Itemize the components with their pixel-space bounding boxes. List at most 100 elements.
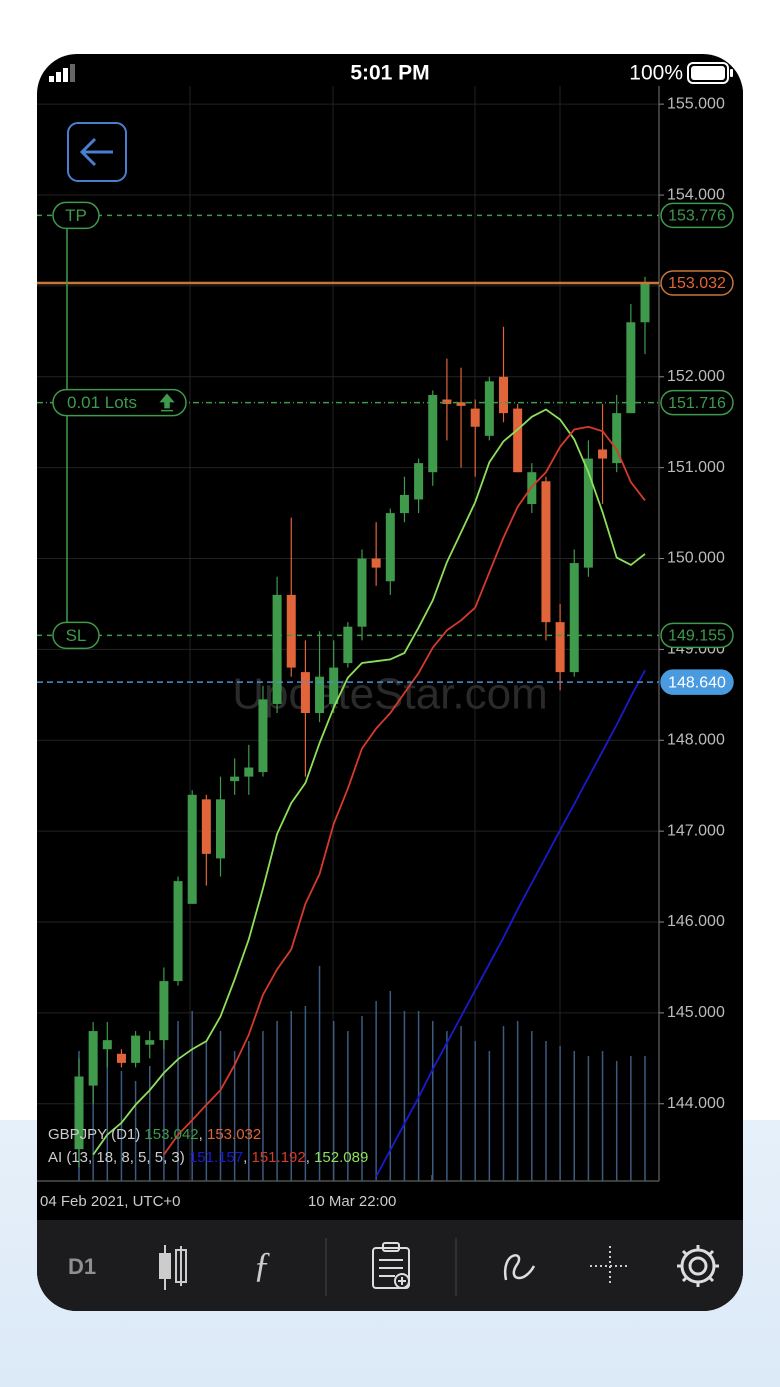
candle-body: [131, 1035, 141, 1063]
phone: 155.000154.000153.000152.000151.000150.0…: [37, 54, 743, 1311]
candle-body: [230, 776, 240, 782]
back-button[interactable]: [67, 122, 127, 182]
sep: ,: [243, 1149, 251, 1166]
candle-body: [286, 594, 296, 668]
y-tick-label: 146.000: [667, 913, 725, 930]
candle-body: [626, 322, 636, 414]
battery-label: 100%: [629, 62, 683, 85]
x-tick-label: 10 Mar 22:00: [308, 1193, 396, 1210]
level-label: 153.776: [668, 208, 726, 225]
candle-body: [88, 1031, 98, 1086]
legend-bid: 153.042: [144, 1126, 198, 1143]
candle-body: [216, 799, 225, 859]
level-tag[interactable]: SL: [52, 621, 100, 650]
battery-icon: [687, 62, 733, 84]
candle-body: [499, 376, 508, 414]
level-pill: [660, 389, 734, 416]
signal: [49, 64, 75, 82]
plot: 155.000154.000153.000152.000151.000150.0…: [37, 86, 743, 1210]
candle-body: [315, 676, 325, 714]
candle-body: [187, 794, 197, 904]
settings-button[interactable]: [677, 1245, 719, 1287]
candle-body: [343, 626, 353, 664]
indicators-button[interactable]: ƒ: [253, 1244, 271, 1284]
toolbar: [37, 1220, 743, 1311]
legend-indicator: AI (13, 18, 8, 5, 5, 3): [48, 1149, 185, 1166]
legend-jaw: 151.157: [189, 1149, 243, 1166]
tag-arrow: [159, 393, 175, 412]
level-tag[interactable]: TP: [52, 201, 100, 230]
candle-body: [201, 799, 211, 854]
candle-body: [244, 767, 254, 777]
candle-body: [300, 672, 310, 714]
candle-body: [612, 413, 622, 464]
y-tick-label: 145.000: [667, 1004, 725, 1021]
candle-body: [145, 1040, 155, 1045]
legend-line: GBPJPY (D1) 153.042, 153.032: [48, 1126, 261, 1143]
crosshair-button[interactable]: [590, 1246, 630, 1286]
ma-line: [92, 408, 646, 1156]
legend-lips: 152.089: [314, 1149, 368, 1166]
candle-body: [329, 667, 339, 704]
candle-body: [371, 558, 381, 568]
level-pill: [660, 669, 734, 695]
candle-body: [414, 463, 424, 500]
legend-line: AI (13, 18, 8, 5, 5, 3) 151.157, 151.192…: [48, 1149, 368, 1166]
candle-body: [470, 408, 480, 427]
y-tick-label: 144.000: [667, 1095, 725, 1112]
ma-line: [375, 669, 646, 1177]
candle-body: [173, 881, 183, 982]
candle-body: [456, 402, 466, 406]
candle-body: [272, 594, 282, 704]
candle-body: [385, 513, 395, 582]
candle-body: [116, 1053, 126, 1063]
watermark: UpdateStar.com: [232, 670, 548, 719]
tag-label: TP: [65, 206, 87, 225]
y-tick-label: 151.000: [667, 459, 725, 476]
candle-body: [541, 481, 551, 623]
candle-body: [159, 981, 169, 1041]
draw-button[interactable]: [503, 1254, 536, 1281]
candle-body: [102, 1040, 112, 1050]
level-pill: [660, 202, 734, 229]
y-tick-label: 148.000: [667, 731, 725, 748]
sep: ,: [306, 1149, 314, 1166]
level-label: 149.155: [668, 628, 726, 645]
candle-body: [357, 558, 367, 627]
chart-type-button[interactable]: [159, 1245, 187, 1290]
level-tag[interactable]: 0.01 Lots: [52, 388, 187, 417]
candle-body: [484, 381, 494, 436]
level-pill: [660, 270, 734, 296]
candle-body: [399, 494, 409, 514]
level-label: 148.640: [668, 674, 726, 691]
timeframe-button[interactable]: D1: [68, 1254, 96, 1279]
candle-body: [258, 699, 268, 773]
candle-body: [598, 449, 608, 459]
new-order-button[interactable]: [372, 1242, 410, 1289]
candle-body: [555, 622, 565, 673]
candle-body: [569, 563, 579, 673]
tag-pill: [52, 201, 100, 230]
y-tick-label: 155.000: [667, 95, 725, 112]
candle-body: [640, 283, 650, 323]
tag-pill: [52, 621, 100, 650]
legend-teeth: 151.192: [252, 1149, 306, 1166]
sep: ,: [199, 1126, 207, 1143]
clock: 5:01 PM: [350, 62, 429, 85]
tag-label: SL: [66, 626, 87, 645]
candle-body: [583, 458, 593, 568]
y-tick-label: 154.000: [667, 186, 725, 203]
tag-pill: [52, 388, 187, 417]
x-tick-label: 04 Feb 2021, UTC+0: [40, 1193, 181, 1210]
y-tick-label: 152.000: [667, 368, 725, 385]
ma-line: [163, 425, 646, 1156]
legend-symbol: GBPJPY (D1): [48, 1126, 140, 1143]
candle-body: [513, 408, 523, 473]
level-label: 151.716: [668, 395, 726, 412]
candle-body: [442, 399, 452, 405]
candle-body: [74, 1076, 84, 1150]
level-pill: [660, 622, 734, 649]
y-tick-label: 150.000: [667, 550, 725, 567]
candle-body: [428, 394, 438, 473]
